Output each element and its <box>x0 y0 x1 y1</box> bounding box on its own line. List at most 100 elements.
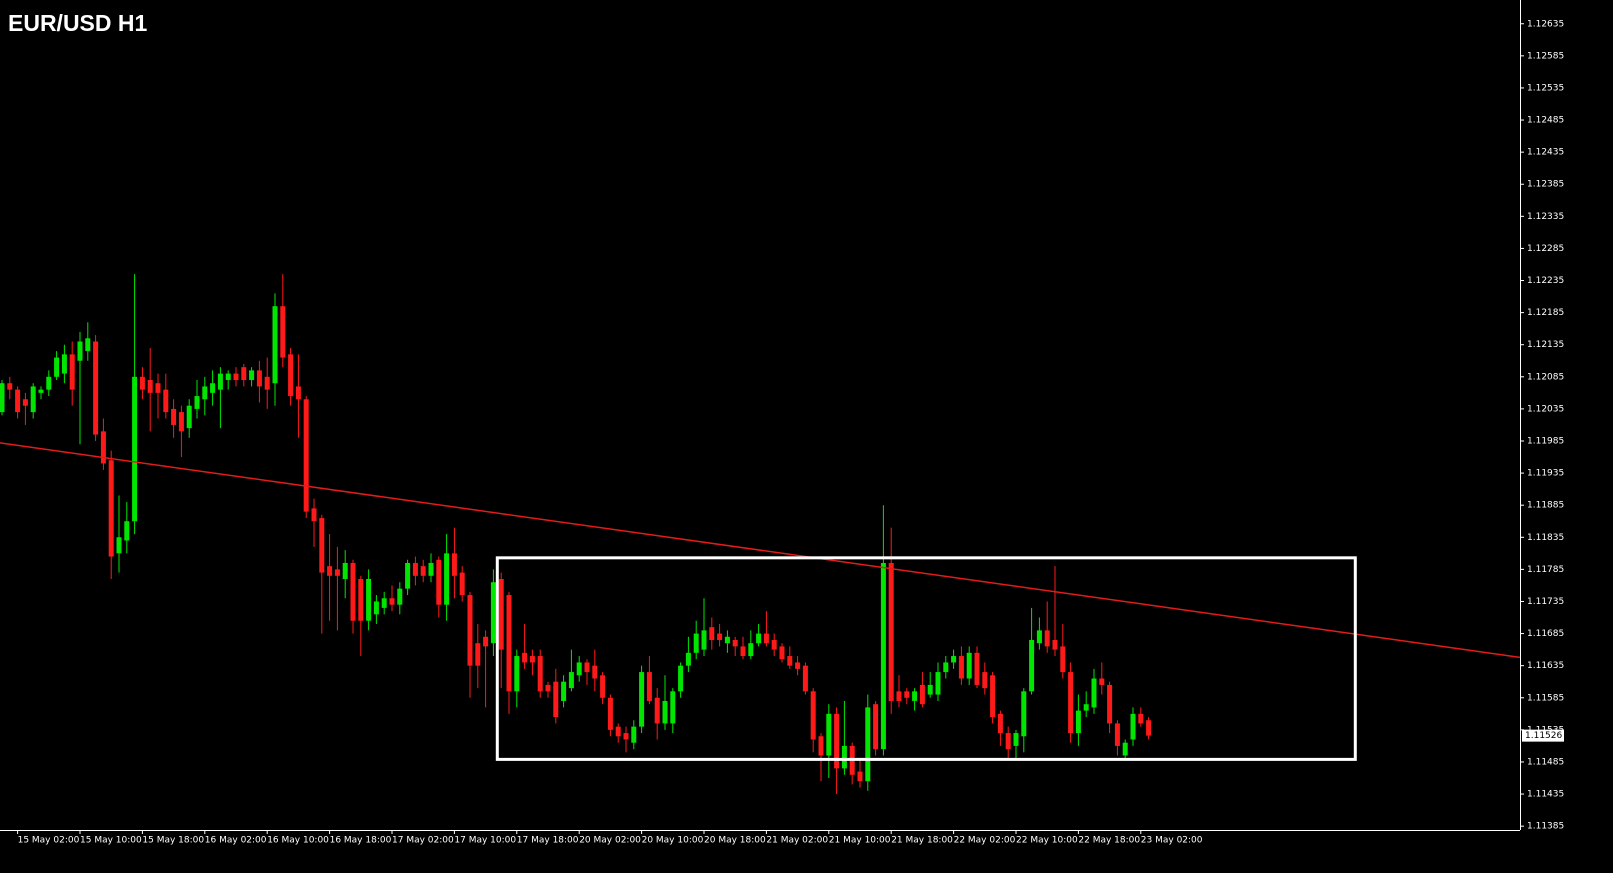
candle-body <box>732 639 738 647</box>
y-tick-label: 1.11635 <box>1527 661 1564 671</box>
candle-body <box>717 633 723 640</box>
x-tick-label: 21 May 10:00 <box>829 836 891 846</box>
candle-body <box>514 656 520 692</box>
plot-area <box>0 274 1520 795</box>
candle-body <box>171 408 177 425</box>
candle-body <box>1052 639 1058 650</box>
candle-body <box>592 665 598 679</box>
candle-body <box>451 553 457 576</box>
candle-body <box>966 652 972 679</box>
candle-body <box>178 412 184 432</box>
candle-body <box>373 601 379 615</box>
candle-body <box>163 389 169 413</box>
x-tick-label: 21 May 02:00 <box>766 836 828 846</box>
candle-body <box>288 354 294 397</box>
candle-body <box>888 562 894 701</box>
candle-body <box>93 341 99 435</box>
candle-body <box>46 376 52 390</box>
range-rectangle <box>495 556 1357 761</box>
y-tick-label: 1.11935 <box>1527 469 1564 479</box>
candle-body <box>483 636 489 647</box>
candle-body <box>147 380 153 393</box>
candle-body <box>405 562 411 589</box>
y-tick-label: 1.12085 <box>1527 372 1564 382</box>
y-tick-label: 1.12385 <box>1527 180 1564 190</box>
candle-body <box>124 521 130 541</box>
y-tick-label: 1.11735 <box>1527 597 1564 607</box>
candle-body <box>85 338 91 352</box>
y-tick-label: 1.11885 <box>1527 501 1564 511</box>
candle-body <box>194 396 200 409</box>
last-price-box <box>1522 729 1564 742</box>
candle-body <box>334 569 340 576</box>
x-tick-label: 16 May 18:00 <box>330 836 392 846</box>
x-tick-label: 15 May 18:00 <box>142 836 204 846</box>
candle-body <box>77 341 83 361</box>
candle-body <box>0 383 5 413</box>
candle-body <box>639 672 645 727</box>
x-tick-label: 17 May 18:00 <box>517 836 579 846</box>
candle-body <box>389 598 395 605</box>
y-tick-label: 1.12335 <box>1527 212 1564 222</box>
candle-body <box>1138 713 1144 724</box>
candle-body <box>912 691 918 701</box>
candle-body <box>108 460 114 557</box>
x-tick-label: 20 May 10:00 <box>642 836 704 846</box>
candle-body <box>428 562 434 576</box>
y-tick-label: 1.12635 <box>1527 19 1564 29</box>
y-tick-label: 1.11385 <box>1527 822 1564 832</box>
candle-body <box>475 643 481 666</box>
y-tick-label: 1.11585 <box>1527 693 1564 703</box>
x-tick-label: 17 May 02:00 <box>392 836 454 846</box>
candle-body <box>802 665 808 692</box>
candle-body <box>670 691 676 724</box>
candle-body <box>724 636 730 644</box>
candle-body <box>155 383 161 393</box>
candle-body <box>873 704 879 750</box>
candle-body <box>841 745 847 769</box>
candle-body <box>553 681 559 718</box>
x-tick-label: 15 May 10:00 <box>80 836 142 846</box>
candle-body <box>311 508 317 522</box>
candle-body <box>1091 678 1097 708</box>
x-tick-label: 23 May 02:00 <box>1141 836 1203 846</box>
candle-body <box>295 386 301 400</box>
candle-body <box>319 518 325 573</box>
candle-body <box>498 579 504 650</box>
candle-body <box>280 306 286 358</box>
x-tick-label: 22 May 02:00 <box>954 836 1016 846</box>
y-tick-label: 1.12185 <box>1527 308 1564 318</box>
candle-body <box>990 675 996 718</box>
candle-body <box>545 684 551 692</box>
candle-body <box>1060 646 1066 673</box>
candle-body <box>264 376 270 390</box>
candle-body <box>584 662 590 673</box>
candle-body <box>1083 704 1089 711</box>
y-tick-label: 1.12585 <box>1527 51 1564 61</box>
y-tick-label: 1.11435 <box>1527 790 1564 800</box>
y-tick-label: 1.11785 <box>1527 565 1564 575</box>
candle-body <box>249 370 255 381</box>
candle-body <box>685 652 691 666</box>
candle-body <box>1146 720 1152 736</box>
x-tick-label: 22 May 18:00 <box>1078 836 1140 846</box>
candle-body <box>927 684 933 695</box>
candle-body <box>210 383 216 393</box>
candle-body <box>217 373 223 390</box>
candle-body <box>272 306 278 384</box>
candle-body <box>22 399 28 406</box>
candle-body <box>202 386 208 400</box>
y-tick-label: 1.12035 <box>1527 404 1564 414</box>
candle-body <box>943 662 949 673</box>
candle-body <box>1075 710 1081 734</box>
candle-body <box>982 672 988 689</box>
candle-body <box>693 633 699 653</box>
candle-body <box>327 566 333 576</box>
candle-body <box>366 579 372 621</box>
candle-body <box>810 691 816 740</box>
candle-body <box>420 566 426 576</box>
candle-body <box>1068 672 1074 734</box>
